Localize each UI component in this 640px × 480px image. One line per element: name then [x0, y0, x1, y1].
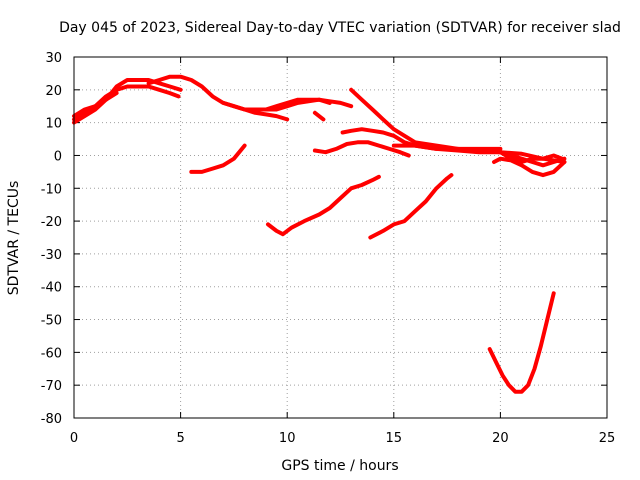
x-axis-label: GPS time / hours	[281, 458, 398, 474]
series-line	[492, 156, 567, 178]
series-line	[312, 110, 326, 122]
axis-ticks: 0 5 10 15 20 25 -80 -70 -60 -50 -40 -30 -20 -10 0 10 20 3…	[41, 51, 616, 446]
y-tick-label: -20	[41, 215, 62, 230]
y-tick-label: 0	[54, 149, 62, 164]
series-line	[349, 87, 503, 151]
x-tick-label: 20	[492, 431, 509, 446]
series-line	[146, 74, 354, 112]
y-tick-label: -60	[41, 346, 62, 361]
y-tick-label: -50	[41, 314, 62, 329]
data-series	[72, 74, 567, 394]
plot-frame	[73, 56, 608, 419]
series-line	[72, 91, 119, 119]
series-line	[253, 97, 332, 112]
series-line	[312, 140, 411, 158]
y-tick-label: -80	[41, 412, 62, 427]
y-tick-label: -70	[41, 379, 62, 394]
grid-lines	[74, 57, 607, 418]
x-tick-label: 15	[386, 431, 403, 446]
series-line	[189, 143, 247, 174]
y-tick-label: 30	[45, 51, 62, 66]
series-line	[487, 291, 556, 394]
x-tick-label: 5	[176, 431, 184, 446]
x-tick-label: 0	[70, 431, 78, 446]
series-line	[368, 173, 454, 240]
y-axis-label: SDTVAR / TECUs	[6, 181, 22, 296]
series-line	[72, 78, 183, 125]
y-tick-label: -10	[41, 182, 62, 197]
y-tick-label: -40	[41, 281, 62, 296]
chart-title: Day 045 of 2023, Sidereal Day-to-day VTE…	[59, 20, 621, 36]
y-tick-label: 10	[45, 117, 62, 132]
y-tick-label: -30	[41, 248, 62, 263]
x-tick-label: 10	[279, 431, 296, 446]
x-tick-label: 25	[599, 431, 616, 446]
series-line	[498, 150, 565, 164]
series-line	[221, 100, 290, 122]
series-line	[266, 174, 381, 237]
y-tick-label: 20	[45, 84, 62, 99]
